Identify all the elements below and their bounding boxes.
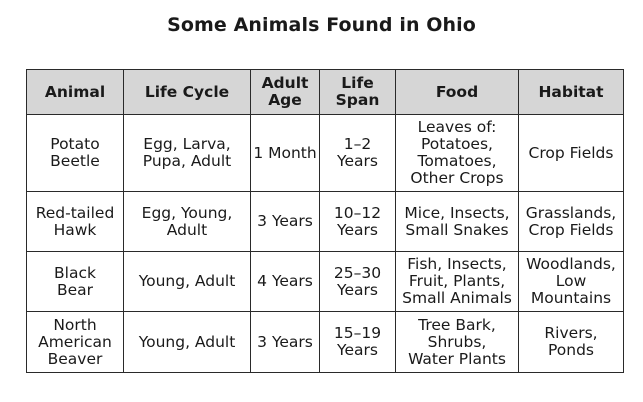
cell-text-line: Food [435,82,479,101]
cell-text-line: Life [341,74,374,92]
header-life-cycle: Life Cycle [123,69,251,115]
cell-adult-age: 3 Years [250,191,320,252]
cell-text-line: Other Crops [410,169,504,187]
header-food: Food [395,69,519,115]
cell-habitat: Rivers, Ponds [518,311,624,373]
cell-text-line: 3 Years [257,212,313,230]
cell-text-line: Small Snakes [405,220,509,239]
cell-animal: Red-tailed Hawk [26,191,124,252]
cell-text-line: Tree Bark, [418,315,496,334]
animals-table: Animal Life Cycle Adult Age Life Span Food… [26,69,624,373]
cell-text-line: Adult [261,74,309,92]
header-life-span: Life Span [319,69,396,115]
cell-text-line: North [53,315,97,334]
cell-habitat: Grasslands, Crop Fields [518,191,624,252]
table-row: Potato Beetle Egg, Larva, Pupa, Adult 1 Mo… [26,114,624,192]
cell-food: Leaves of: Potatoes, Tomatoes, Other Crops [395,114,519,192]
cell-text-line: Fruit, Plants, [408,272,506,290]
cell-life-span: 10–12 Years [319,191,396,252]
cell-food: Tree Bark, Shrubs, Water Plants [395,311,519,373]
cell-text-line: Years [337,220,378,239]
cell-adult-age: 1 Month [250,114,320,192]
header-row: Animal Life Cycle Adult Age Life Span Food… [26,69,624,115]
cell-text-line: Water Plants [408,349,506,368]
cell-text-line: 25–30 [333,263,382,282]
cell-text-line: Rivers, [544,324,598,342]
cell-text-line: Leaves of: [417,118,497,136]
cell-text-line: Hawk [53,220,97,239]
cell-text-line: Crop Fields [528,143,614,162]
cell-text-line: Black [54,263,96,282]
cell-adult-age: 3 Years [250,311,320,373]
header-adult-age: Adult Age [250,69,320,115]
cell-adult-age: 4 Years [250,251,320,312]
cell-text-line: Years [337,280,378,299]
cell-life-span: 25–30 Years [319,251,396,312]
table-row: Black Bear Young, Adult 4 Years 25–30 Year… [26,251,624,312]
table-row: Red-tailed Hawk Egg, Young, Adult 3 Years … [26,191,624,252]
cell-habitat: Crop Fields [518,114,624,192]
cell-text-line: Span [335,91,380,109]
cell-text-line: Fish, Insects, [407,255,507,273]
cell-text-line: Years [337,341,378,359]
cell-life-cycle: Egg, Young, Adult [123,191,251,252]
cell-text-line: Shrubs, [427,332,487,351]
cell-text-line: 3 Years [257,332,313,351]
cell-text-line: Potato [50,135,100,153]
cell-text-line: Small Animals [402,289,512,307]
cell-text-line: Tomatoes, [417,152,497,170]
page-title: Some Animals Found in Ohio [167,14,476,36]
cell-text-line: Red-tailed [35,203,115,222]
cell-text-line: Low [555,272,587,290]
cell-text-line: Woodlands, [526,255,616,273]
cell-text-line: 1–2 [343,135,372,153]
cell-text-line: American [38,332,112,351]
cell-text-line: 15–19 [333,324,382,342]
cell-text-line: Habitat [538,82,604,101]
cell-life-span: 15–19 Years [319,311,396,373]
cell-text-line: 1 Month [253,143,317,162]
cell-text-line: Ponds [547,341,594,359]
cell-text-line: Beaver [47,349,103,368]
cell-text-line: Years [337,152,378,170]
cell-text-line: Crop Fields [528,220,614,239]
cell-text-line: Age [268,91,302,109]
cell-text-line: Grasslands, [525,203,617,222]
cell-food: Fish, Insects, Fruit, Plants, Small Animal… [395,251,519,312]
cell-text-line: Mountains [530,289,612,307]
cell-text-line: Adult [166,220,208,239]
cell-text-line: Bear [56,280,94,299]
cell-text-line: Life Cycle [144,82,230,101]
cell-animal: Potato Beetle [26,114,124,192]
cell-animal: North American Beaver [26,311,124,373]
cell-text-line: Mice, Insects, [404,203,510,222]
cell-text-line: 10–12 [333,203,382,222]
header-animal: Animal [26,69,124,115]
cell-text-line: Egg, Larva, [143,135,231,153]
cell-text-line: Young, Adult [138,272,236,290]
cell-text-line: Young, Adult [138,332,236,351]
cell-food: Mice, Insects, Small Snakes [395,191,519,252]
cell-text-line: Animal [44,82,106,101]
cell-habitat: Woodlands, Low Mountains [518,251,624,312]
cell-text-line: Potatoes, [421,135,493,153]
cell-animal: Black Bear [26,251,124,312]
cell-text-line: 4 Years [257,272,313,290]
cell-text-line: Pupa, Adult [142,152,232,170]
cell-life-span: 1–2 Years [319,114,396,192]
table-row: North American Beaver Young, Adult 3 Years… [26,311,624,373]
cell-life-cycle: Young, Adult [123,251,251,312]
cell-text-line: Beetle [50,152,100,170]
cell-life-cycle: Young, Adult [123,311,251,373]
cell-life-cycle: Egg, Larva, Pupa, Adult [123,114,251,192]
cell-text-line: Egg, Young, [141,203,233,222]
header-habitat: Habitat [518,69,624,115]
